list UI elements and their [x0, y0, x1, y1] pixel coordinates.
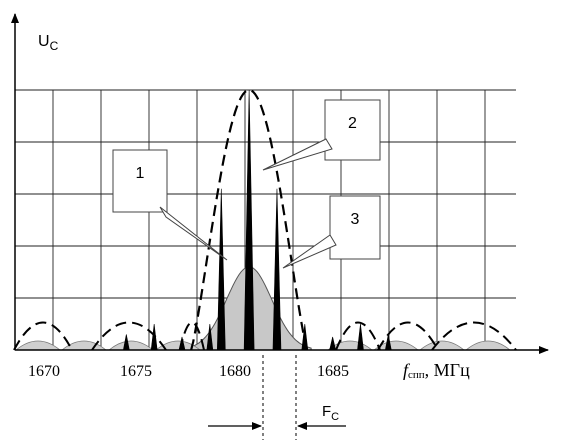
- callouts: 1 2 3: [112, 99, 381, 269]
- callout-leader-1: [159, 206, 228, 261]
- envelope-side-lobe: [13, 321, 73, 351]
- side-lobe: [418, 340, 466, 351]
- side-lobe: [107, 340, 155, 351]
- spectral-line: [216, 188, 226, 351]
- spacing-marker: FC: [208, 355, 346, 440]
- shaded-spectrum: [14, 266, 512, 351]
- spectral-line: [357, 323, 364, 351]
- side-lobe: [464, 340, 512, 351]
- callout-box-2: [324, 99, 381, 161]
- x-tick-label: 1685: [317, 363, 349, 380]
- envelope-side-lobe: [431, 321, 517, 351]
- callout-label-1: 1: [136, 165, 145, 182]
- callout-label-3: 3: [351, 211, 360, 228]
- callout-label-2: 2: [348, 115, 357, 132]
- y-axis-label: UC: [38, 33, 59, 53]
- spectral-line: [243, 89, 255, 351]
- callout-leader-3: [282, 234, 337, 269]
- callout-leader-2: [262, 138, 333, 171]
- x-tick-label: 1675: [120, 363, 152, 380]
- x-tick-label: 1670: [28, 363, 60, 380]
- spectral-line: [272, 188, 282, 351]
- x-axis-label: fспп, МГц: [403, 360, 470, 381]
- spectral-lines: [122, 89, 392, 351]
- x-tick-label: 1680: [219, 363, 251, 380]
- grid: [15, 89, 516, 351]
- envelope-side-lobe: [377, 321, 439, 351]
- callout-box-3: [329, 195, 381, 260]
- spectral-line: [329, 336, 337, 351]
- callout-box-1: [112, 149, 168, 213]
- x-tick-labels: 1670 1675 1680 1685: [28, 363, 349, 380]
- spectral-line: [150, 323, 158, 351]
- spacing-label: FC: [322, 403, 339, 423]
- envelope-side-lobe: [335, 321, 381, 351]
